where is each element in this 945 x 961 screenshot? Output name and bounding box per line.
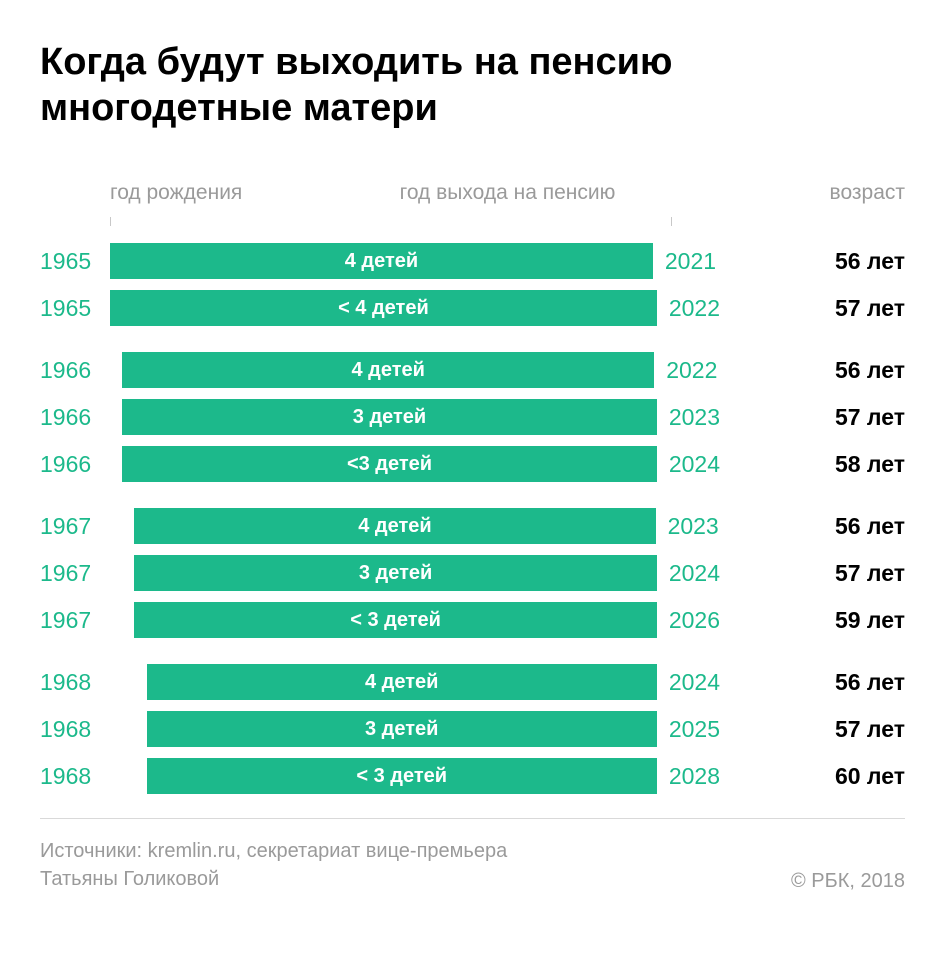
retire-year-label: 2025 — [669, 716, 720, 743]
bar: 4 детей — [134, 508, 655, 544]
age-label: 56 лет — [795, 248, 905, 275]
bar: 3 детей — [147, 711, 657, 747]
bar: 4 детей — [110, 243, 653, 279]
bar-track: < 3 детей 2026 — [110, 602, 720, 638]
birth-year-label: 1965 — [40, 295, 110, 322]
bar-row: 19654 детей 2021 56 лет — [40, 241, 905, 281]
retire-year-label: 2024 — [669, 560, 720, 587]
axis-ticks — [40, 217, 905, 227]
age-label: 60 лет — [795, 763, 905, 790]
bar-row: 1966 <3 детей 2024 58 лет — [40, 444, 905, 484]
age-label: 57 лет — [795, 560, 905, 587]
bar-row: 1968 3 детей 2025 57 лет — [40, 709, 905, 749]
bar: 4 детей — [122, 352, 654, 388]
sources-line: Татьяны Голиковой — [40, 868, 219, 890]
birth-year-label: 1966 — [40, 404, 110, 431]
bar: < 4 детей — [110, 290, 657, 326]
tick-mark — [110, 217, 111, 226]
age-label: 56 лет — [795, 513, 905, 540]
bar-track: < 4 детей 2022 — [110, 290, 720, 326]
bar-group: 1968 4 детей 2024 56 лет 1968 3 детей 2025 57 л… — [40, 662, 905, 796]
header-age: возраст — [785, 181, 905, 205]
retire-year-label: 2024 — [669, 669, 720, 696]
bar: 3 детей — [134, 555, 656, 591]
bar-track: 3 детей 2024 — [110, 555, 720, 591]
bar-row: 1968 < 3 детей 2028 60 лет — [40, 756, 905, 796]
bar-track: 4 детей 2021 — [110, 243, 720, 279]
header-birth-year: год рождения — [110, 181, 310, 205]
bar-row: 1968 4 детей 2024 56 лет — [40, 662, 905, 702]
bar-group: 1966 4 детей 2022 56 лет 1966 3 детей 2023 57 л… — [40, 350, 905, 484]
sources-text: Источники: kremlin.ru, секретариат вице-… — [40, 837, 507, 893]
copyright-text: © РБК, 2018 — [791, 870, 905, 893]
birth-year-label: 1967 — [40, 513, 110, 540]
birth-year-label: 1968 — [40, 669, 110, 696]
bar-track: 3 детей 2025 — [110, 711, 720, 747]
age-label: 57 лет — [795, 295, 905, 322]
bar: < 3 детей — [147, 758, 657, 794]
age-label: 59 лет — [795, 607, 905, 634]
bar-row: 1966 3 детей 2023 57 лет — [40, 397, 905, 437]
bar-row: 1967 4 детей 2023 56 лет — [40, 506, 905, 546]
chart-footer: Источники: kremlin.ru, секретариат вице-… — [40, 837, 905, 893]
bar-row: 1965< 4 детей 2022 57 лет — [40, 288, 905, 328]
bar-group: 1967 4 детей 2023 56 лет 1967 3 детей 2024 57 л… — [40, 506, 905, 640]
birth-year-label: 1967 — [40, 560, 110, 587]
birth-year-label: 1965 — [40, 248, 110, 275]
bar-track: 3 детей 2023 — [110, 399, 720, 435]
bar-track: 4 детей 2024 — [110, 664, 720, 700]
chart-title: Когда будут выходить на пенсию многодетн… — [40, 40, 905, 131]
bar: 3 детей — [122, 399, 657, 435]
bar: < 3 детей — [134, 602, 656, 638]
retire-year-label: 2028 — [669, 763, 720, 790]
bar-track: < 3 детей 2028 — [110, 758, 720, 794]
age-label: 58 лет — [795, 451, 905, 478]
bar: <3 детей — [122, 446, 657, 482]
bar: 4 детей — [147, 664, 657, 700]
retire-year-label: 2023 — [669, 404, 720, 431]
tick-mark — [671, 217, 672, 226]
age-label: 57 лет — [795, 716, 905, 743]
bar-chart: 19654 детей202156 лет1965< 4 детей202257… — [40, 241, 905, 796]
bar-group: 19654 детей 2021 56 лет 1965< 4 детей 2022 57… — [40, 241, 905, 328]
birth-year-label: 1968 — [40, 763, 110, 790]
sources-line: Источники: kremlin.ru, секретариат вице-… — [40, 840, 507, 862]
birth-year-label: 1967 — [40, 607, 110, 634]
bar-track: 4 детей 2022 — [110, 352, 720, 388]
bar-track: 4 детей 2023 — [110, 508, 720, 544]
retire-year-label: 2022 — [666, 357, 717, 384]
retire-year-label: 2026 — [669, 607, 720, 634]
retire-year-label: 2022 — [669, 295, 720, 322]
age-label: 56 лет — [795, 357, 905, 384]
birth-year-label: 1966 — [40, 357, 110, 384]
retire-year-label: 2021 — [665, 248, 716, 275]
bar-track: <3 детей 2024 — [110, 446, 720, 482]
bar-row: 1966 4 детей 2022 56 лет — [40, 350, 905, 390]
column-headers: год рождения год выхода на пенсию возрас… — [40, 181, 905, 205]
birth-year-label: 1968 — [40, 716, 110, 743]
footer-divider — [40, 818, 905, 819]
birth-year-label: 1966 — [40, 451, 110, 478]
retire-year-label: 2023 — [668, 513, 719, 540]
bar-row: 1967 3 детей 2024 57 лет — [40, 553, 905, 593]
bar-row: 1967 < 3 детей 2026 59 лет — [40, 600, 905, 640]
age-label: 56 лет — [795, 669, 905, 696]
age-label: 57 лет — [795, 404, 905, 431]
retire-year-label: 2024 — [669, 451, 720, 478]
header-retire-year: год выхода на пенсию — [310, 181, 785, 205]
